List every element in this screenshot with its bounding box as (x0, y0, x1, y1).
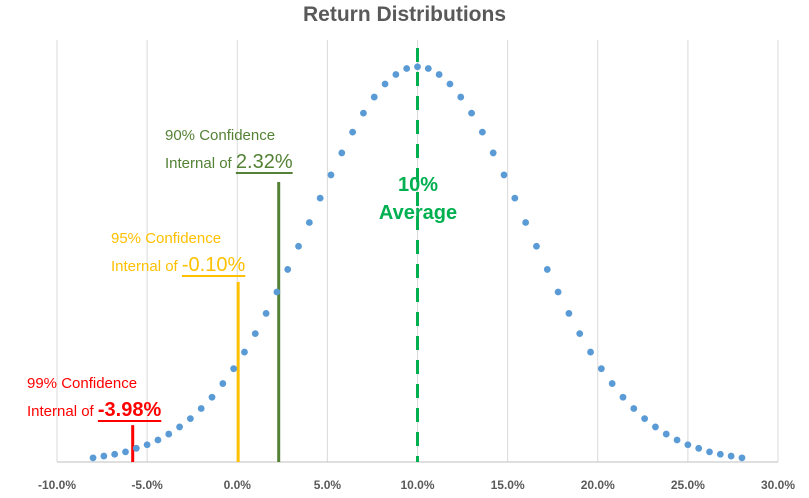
x-tick-label: 15.0% (491, 478, 525, 492)
data-point (305, 219, 313, 226)
x-tick-label: -5.0% (131, 478, 163, 492)
data-point (662, 430, 670, 438)
data-point (738, 454, 746, 462)
data-point (284, 266, 292, 273)
data-point (587, 348, 594, 356)
data-point (468, 109, 475, 117)
annotation-90-value: 2.32% (235, 151, 293, 173)
annotation-95-line1: 95% Confidence (111, 230, 222, 247)
data-point (478, 128, 486, 136)
data-point (111, 450, 119, 458)
annotation-95-confidence: 95% Confidence Internal of -0.10% (111, 226, 245, 280)
data-point (489, 149, 497, 157)
data-point (381, 80, 389, 88)
data-point (262, 310, 270, 317)
data-point (89, 454, 97, 462)
x-tick-label: 5.0% (314, 478, 342, 492)
data-point (327, 171, 335, 179)
data-point (597, 365, 605, 373)
data-point (716, 450, 724, 458)
annotation-90-confidence: 90% Confidence Internal of 2.32% (165, 123, 293, 177)
data-point (154, 436, 162, 444)
data-point (251, 330, 259, 338)
data-point (576, 330, 584, 338)
data-point (414, 63, 421, 71)
data-point (295, 242, 302, 250)
data-point (241, 348, 248, 356)
x-tick-label: 30.0% (761, 478, 795, 492)
x-tick-label: -10.0% (38, 478, 76, 492)
x-tick-label: 0.0% (224, 478, 252, 492)
data-point (435, 71, 443, 78)
data-point (608, 380, 616, 387)
data-point (565, 310, 573, 317)
data-point (122, 448, 129, 456)
x-tick-label: 25.0% (671, 478, 705, 492)
annotation-average-line1: 10% (397, 174, 439, 196)
data-point (230, 365, 238, 373)
data-point (727, 452, 735, 460)
data-point (673, 436, 681, 444)
data-point (208, 393, 216, 401)
data-point (543, 266, 551, 273)
data-point (132, 444, 140, 452)
data-point (446, 80, 454, 88)
annotation-95-prefix: Internal of (111, 258, 182, 275)
annotation-average: 10% Average (379, 171, 457, 227)
chart-title: Return Distributions (303, 3, 506, 26)
x-tick-label: 10.0% (400, 478, 434, 492)
data-point (165, 430, 173, 438)
data-point (695, 444, 703, 452)
data-point (197, 405, 205, 412)
data-point (392, 71, 400, 78)
data-point (338, 149, 346, 157)
annotation-99-line1: 99% Confidence (27, 375, 138, 392)
data-point (360, 109, 367, 117)
data-point (533, 242, 540, 250)
data-point (349, 128, 357, 136)
annotation-average-line2: Average (378, 202, 458, 224)
data-point (684, 441, 692, 449)
data-point (511, 194, 519, 202)
data-point (403, 65, 411, 72)
data-point (186, 415, 194, 423)
data-point (457, 93, 465, 101)
annotation-99-value: -3.98% (97, 399, 162, 421)
data-point (273, 288, 281, 296)
data-point (706, 448, 713, 456)
annotation-99-confidence: 99% Confidence Internal of -3.98% (27, 371, 161, 425)
data-point (522, 219, 530, 226)
data-point (641, 415, 649, 423)
data-point (630, 405, 638, 412)
data-point (500, 171, 508, 179)
x-tick-label: 20.0% (581, 478, 615, 492)
data-point (652, 423, 659, 431)
data-point (316, 194, 324, 202)
data-point (554, 288, 562, 296)
annotation-99-prefix: Internal of (27, 403, 98, 420)
data-point (370, 93, 378, 101)
data-point (143, 441, 151, 449)
data-point (219, 380, 227, 387)
data-point (100, 452, 108, 460)
data-point (176, 423, 183, 431)
data-point (424, 65, 432, 72)
annotation-90-prefix: Internal of (165, 155, 236, 172)
annotation-90-line1: 90% Confidence (165, 127, 276, 144)
annotation-95-value: -0.10% (181, 254, 246, 276)
data-point (619, 393, 627, 401)
